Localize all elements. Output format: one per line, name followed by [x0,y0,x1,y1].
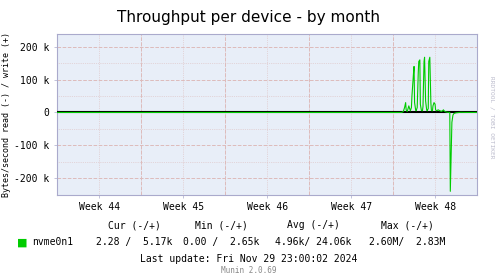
Text: nvme0n1: nvme0n1 [32,237,74,247]
Text: 2.28 /  5.17k: 2.28 / 5.17k [96,237,172,247]
Text: Avg (-/+): Avg (-/+) [287,220,339,230]
Text: RRDTOOL / TOBI OETIKER: RRDTOOL / TOBI OETIKER [490,76,495,159]
Text: Throughput per device - by month: Throughput per device - by month [117,10,380,25]
Text: ■: ■ [17,237,28,247]
Y-axis label: Bytes/second read (-) / write (+): Bytes/second read (-) / write (+) [2,32,11,197]
Text: Last update: Fri Nov 29 23:00:02 2024: Last update: Fri Nov 29 23:00:02 2024 [140,254,357,264]
Text: 2.60M/  2.83M: 2.60M/ 2.83M [369,237,446,247]
Text: 0.00 /  2.65k: 0.00 / 2.65k [183,237,259,247]
Text: Munin 2.0.69: Munin 2.0.69 [221,266,276,275]
Text: 4.96k/ 24.06k: 4.96k/ 24.06k [275,237,351,247]
Text: Cur (-/+): Cur (-/+) [108,220,161,230]
Text: Max (-/+): Max (-/+) [381,220,434,230]
Text: Min (-/+): Min (-/+) [195,220,248,230]
